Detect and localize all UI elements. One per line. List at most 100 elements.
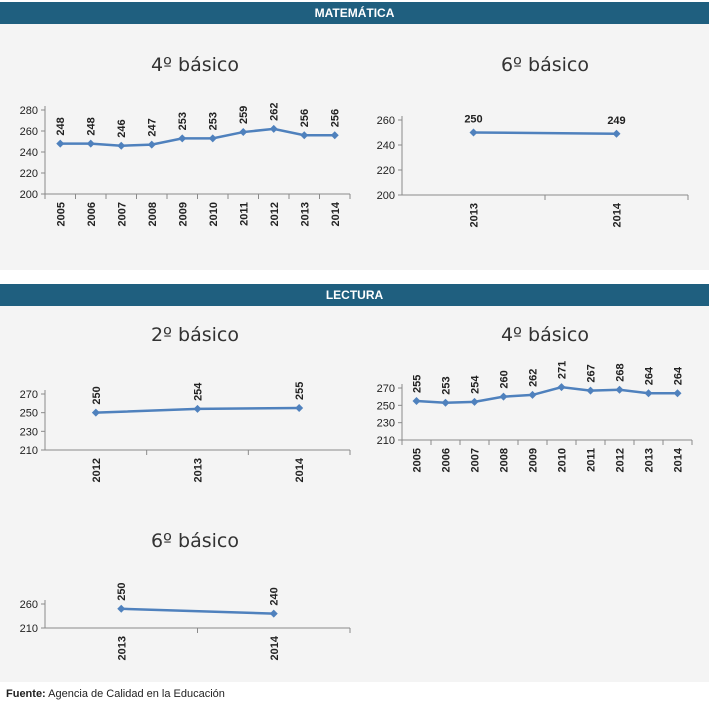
chart-title: 2º básico [150, 324, 240, 346]
section-header-matematica: MATEMÁTICA [0, 2, 709, 24]
chart-lectura-4-basico: 210 230 250 270 2005 2006 2007 2008 2009 2010 2011… [370, 322, 700, 492]
data-point [330, 131, 339, 140]
y-tick-label: 270 [20, 389, 38, 401]
chart-title: 4º básico [500, 324, 590, 346]
y-tick-label: 220 [20, 168, 38, 180]
data-label: 259 [238, 106, 250, 124]
chart-svg: 210 230 250 270 2012 2013 2014 250 254 255 [20, 382, 351, 482]
data-label: 267 [586, 364, 598, 382]
y-tick-label: 200 [377, 190, 395, 202]
data-label: 253 [208, 112, 220, 130]
y-tick-label: 200 [20, 189, 38, 201]
source-label: Fuente: [6, 688, 46, 700]
data-point [91, 408, 100, 417]
data-point [56, 139, 65, 148]
source-footer: Fuente: Agencia de Calidad en la Educaci… [6, 688, 225, 700]
x-tick-label: 2005 [412, 448, 424, 472]
series-line [416, 385, 678, 404]
x-tick-label: 2010 [557, 448, 569, 472]
y-tick-label: 280 [20, 105, 38, 117]
data-label: 249 [607, 115, 625, 127]
y-tick-label: 250 [377, 400, 395, 412]
data-point [269, 124, 278, 133]
lectura-panel [0, 306, 709, 682]
y-tick-label: 210 [20, 445, 38, 457]
data-label: 256 [299, 109, 311, 127]
y-tick-label: 270 [377, 383, 395, 395]
data-point [469, 128, 478, 137]
data-label: 260 [499, 370, 511, 388]
chart-svg: 210 260 2013 2014 250 240 [20, 582, 351, 660]
data-point [269, 609, 278, 618]
y-tick-label: 250 [20, 408, 38, 420]
chart-title: 4º básico [150, 54, 240, 76]
x-tick-label: 2007 [470, 448, 482, 472]
y-tick-label: 260 [20, 599, 38, 611]
y-tick-label: 260 [20, 126, 38, 138]
data-point [295, 404, 304, 412]
x-tick-label: 2009 [177, 202, 189, 226]
data-point [644, 389, 653, 398]
y-tick-label: 240 [377, 140, 395, 152]
x-tick-label: 2013 [116, 636, 128, 660]
data-label: 240 [269, 587, 281, 605]
data-label: 247 [147, 118, 159, 136]
x-tick-label: 2014 [269, 635, 281, 660]
data-point [441, 398, 450, 407]
data-point [586, 386, 595, 395]
matematica-panel [0, 24, 709, 270]
data-label: 246 [116, 119, 128, 137]
chart-matematica-6-basico: 200 220 240 260 2013 2014 250 249 6º básico [370, 50, 700, 250]
data-label: 256 [330, 109, 342, 127]
x-tick-label: 2010 [208, 202, 220, 226]
data-point [117, 604, 126, 613]
chart-svg: 200 220 240 260 2013 2014 250 249 [377, 114, 689, 227]
data-point [147, 140, 156, 149]
y-tick-label: 230 [377, 418, 395, 430]
y-tick-label: 220 [377, 165, 395, 177]
y-tick-label: 260 [377, 115, 395, 127]
chart-svg: 200 220 240 260 280 2005 2006 2007 2008 2009 2010 2… [20, 103, 351, 226]
data-point [239, 128, 248, 137]
data-label: 255 [412, 375, 424, 393]
series-line [121, 607, 274, 615]
data-label: 255 [294, 382, 306, 400]
x-tick-label: 2005 [55, 202, 67, 226]
x-tick-label: 2014 [330, 201, 342, 226]
data-label: 250 [91, 386, 103, 404]
data-point [615, 385, 624, 394]
x-tick-label: 2009 [528, 448, 540, 472]
x-tick-label: 2008 [499, 448, 511, 472]
x-tick-label: 2011 [238, 202, 250, 226]
data-point [208, 134, 217, 143]
data-label: 253 [177, 112, 189, 130]
data-label: 268 [615, 363, 627, 381]
y-tick-label: 230 [20, 426, 38, 438]
x-tick-label: 2013 [299, 202, 311, 226]
data-label: 254 [470, 375, 482, 394]
y-tick-label: 240 [20, 147, 38, 159]
x-tick-label: 2007 [116, 202, 128, 226]
data-point [499, 392, 508, 401]
chart-matematica-4-basico: 200 220 240 260 280 2005 2006 2007 2008 2009 2010 2… [0, 50, 360, 250]
x-tick-label: 2014 [294, 457, 306, 482]
y-tick-label: 210 [377, 435, 395, 447]
section-header-lectura: LECTURA [0, 284, 709, 306]
data-point [193, 404, 202, 413]
data-point [117, 141, 126, 150]
data-label: 264 [673, 366, 685, 385]
data-label: 271 [557, 361, 569, 379]
chart-title: 6º básico [150, 530, 240, 552]
data-label: 262 [528, 369, 540, 387]
chart-svg: 210 230 250 270 2005 2006 2007 2008 2009 2010 2011… [377, 361, 693, 472]
data-label: 248 [86, 117, 98, 135]
data-label: 254 [193, 382, 205, 401]
x-tick-label: 2006 [86, 202, 98, 226]
data-point [470, 397, 479, 406]
series-line [60, 127, 335, 147]
data-label: 264 [644, 366, 656, 385]
x-tick-label: 2006 [441, 448, 453, 472]
data-point [86, 139, 95, 148]
x-tick-label: 2008 [147, 202, 159, 226]
x-tick-label: 2011 [586, 448, 598, 472]
